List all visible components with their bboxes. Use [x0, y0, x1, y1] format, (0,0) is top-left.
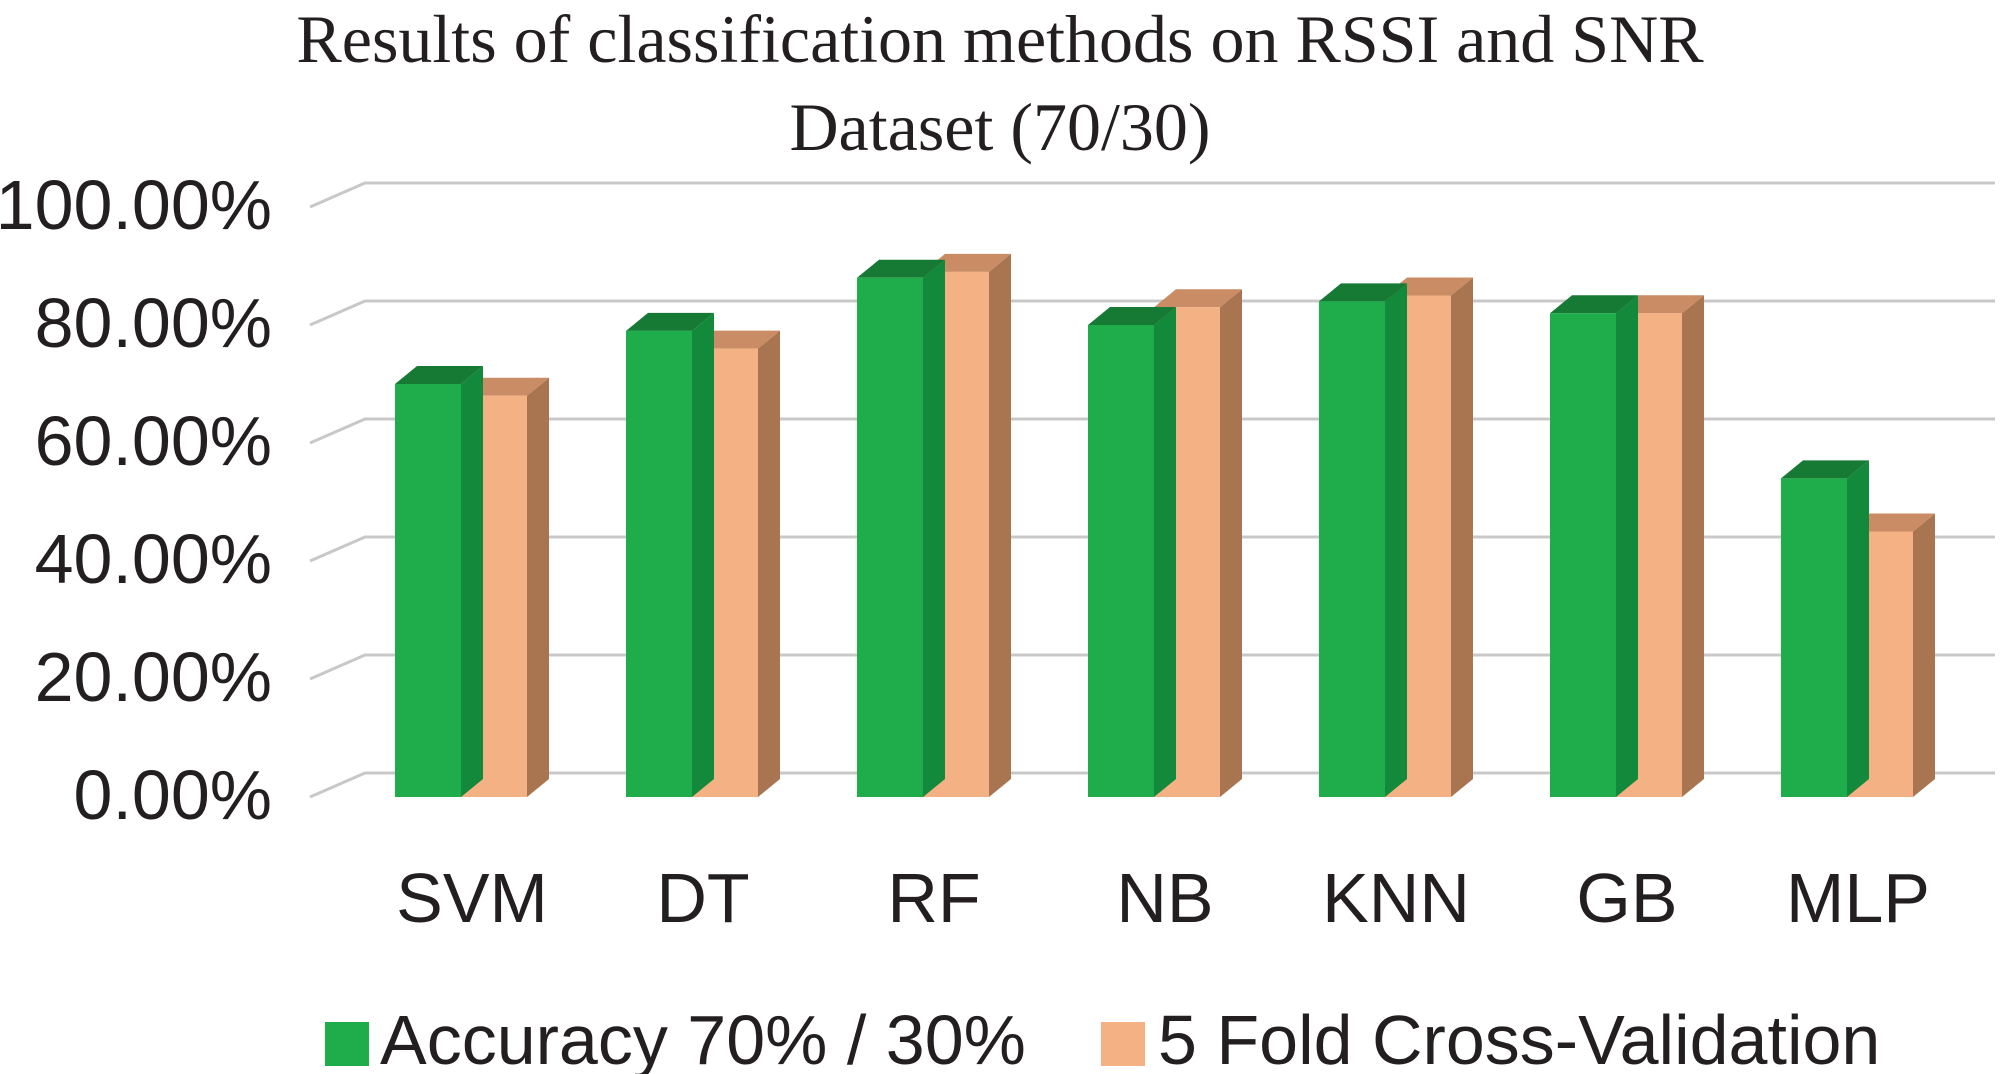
- bar-side: [923, 259, 945, 797]
- category-label-svm: SVM: [396, 859, 548, 937]
- chart-title-line-1: Results of classification methods on RSS…: [296, 1, 1704, 77]
- bar-mlp-series-1: [1781, 460, 1869, 797]
- bar-side: [1220, 289, 1242, 797]
- bar-top: [1550, 295, 1638, 314]
- bar-side: [461, 366, 483, 797]
- bar-front: [1550, 313, 1616, 797]
- bar-side: [1385, 283, 1407, 797]
- legend-label-cross-validation: 5 Fold Cross-Validation: [1158, 1001, 1880, 1074]
- x-axis-category-labels: SVM DT RF NB KNN GB MLP: [396, 859, 1930, 937]
- y-tick-label: 80.00%: [35, 284, 272, 362]
- bar-rf-series-1: [857, 259, 945, 797]
- category-label-dt: DT: [656, 859, 749, 937]
- legend-label-accuracy: Accuracy 70% / 30%: [380, 1001, 1026, 1074]
- bar-group-gb: [1550, 295, 1704, 797]
- bar-group-mlp: [1781, 460, 1935, 797]
- category-label-gb: GB: [1576, 859, 1677, 937]
- bar-top: [1088, 307, 1176, 325]
- bar-side: [1451, 277, 1473, 797]
- bar-top: [395, 366, 483, 384]
- bar-group-knn: [1319, 277, 1473, 797]
- bar-side: [1847, 460, 1869, 797]
- bar-front: [395, 384, 461, 797]
- bar-side: [1682, 295, 1704, 797]
- bar-group-rf: [857, 253, 1011, 797]
- chart-title-line-2: Dataset (70/30): [789, 89, 1210, 165]
- bar-side: [692, 312, 714, 797]
- bar-marks: [395, 253, 1935, 797]
- bar-top: [1319, 283, 1407, 302]
- legend-swatch-accuracy: [325, 1022, 369, 1066]
- y-tick-label: 60.00%: [35, 402, 272, 480]
- bar-knn-series-1: [1319, 283, 1407, 797]
- bar-top: [1154, 289, 1242, 308]
- bar-top: [1781, 460, 1869, 479]
- bar-dt-series-1: [626, 312, 714, 797]
- legend-swatch-cross-validation: [1101, 1022, 1145, 1066]
- bar-group-dt: [626, 312, 780, 797]
- bar-front: [1781, 478, 1847, 797]
- category-label-mlp: MLP: [1786, 859, 1930, 937]
- bar-top: [626, 312, 714, 331]
- bar-front: [857, 277, 923, 797]
- bar-side: [758, 330, 780, 797]
- bar-front: [1319, 301, 1385, 797]
- bar-gb-series-1: [1550, 295, 1638, 797]
- gridline: [309, 181, 1995, 209]
- y-tick-label: 40.00%: [35, 520, 272, 598]
- category-label-rf: RF: [887, 859, 980, 937]
- bar-side: [989, 253, 1011, 797]
- bar-front: [1088, 325, 1154, 797]
- y-axis-tick-labels: 0.00% 20.00% 40.00% 60.00% 80.00% 100.00%: [0, 166, 272, 834]
- bar-group-svm: [395, 366, 549, 797]
- y-tick-label: 0.00%: [74, 756, 272, 834]
- category-label-nb: NB: [1116, 859, 1213, 937]
- bar-front: [626, 330, 692, 797]
- chart-title: Results of classification methods on RSS…: [296, 1, 1704, 165]
- legend: Accuracy 70% / 30% 5 Fold Cross-Validati…: [325, 1001, 1880, 1074]
- bar-side: [1913, 513, 1935, 797]
- bar-group-nb: [1088, 289, 1242, 797]
- bar-svm-series-1: [395, 366, 483, 797]
- category-label-knn: KNN: [1322, 859, 1470, 937]
- bar-side: [1154, 307, 1176, 797]
- bar-top: [857, 259, 945, 278]
- y-tick-label: 100.00%: [0, 166, 272, 244]
- bar-side: [527, 377, 549, 797]
- bar-nb-series-1: [1088, 307, 1176, 797]
- bar-side: [1616, 295, 1638, 797]
- y-tick-label: 20.00%: [35, 638, 272, 716]
